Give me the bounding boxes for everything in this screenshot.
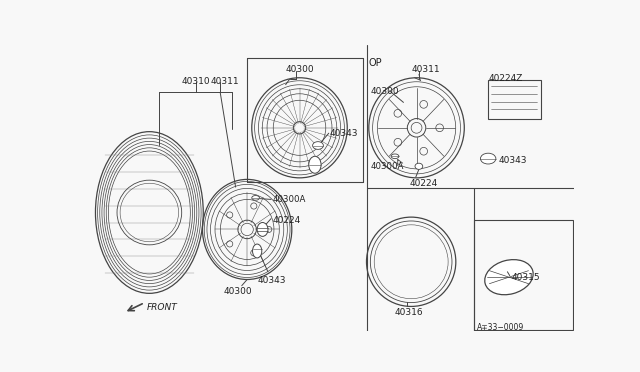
Text: 40300: 40300	[224, 287, 253, 296]
Ellipse shape	[253, 244, 262, 258]
Text: 40300: 40300	[285, 65, 314, 74]
Text: FRONT: FRONT	[147, 302, 178, 312]
Text: 40300A: 40300A	[273, 195, 306, 204]
Text: 40316: 40316	[394, 308, 423, 317]
Ellipse shape	[312, 142, 323, 150]
Ellipse shape	[415, 163, 422, 169]
Text: 40311: 40311	[211, 77, 239, 86]
Ellipse shape	[391, 154, 399, 158]
Text: 40224: 40224	[410, 179, 438, 188]
Text: 40300A: 40300A	[371, 162, 404, 171]
Text: OP: OP	[369, 58, 383, 68]
Ellipse shape	[308, 156, 321, 173]
Ellipse shape	[481, 153, 496, 164]
Ellipse shape	[252, 196, 259, 200]
Text: 40343: 40343	[257, 276, 285, 285]
Text: 40311: 40311	[411, 65, 440, 74]
Text: 40343: 40343	[499, 156, 527, 165]
Bar	[488, 80, 541, 119]
Text: 40310: 40310	[182, 77, 211, 86]
Text: 40224Z: 40224Z	[488, 74, 522, 83]
Ellipse shape	[484, 260, 533, 295]
Bar	[474, 220, 573, 330]
Ellipse shape	[257, 222, 268, 236]
Text: 40315: 40315	[511, 273, 540, 282]
Text: 40224: 40224	[273, 216, 301, 225]
Text: 40343: 40343	[330, 129, 358, 138]
Text: A∓33−0009: A∓33−0009	[477, 323, 525, 332]
Text: 40300: 40300	[371, 87, 399, 96]
